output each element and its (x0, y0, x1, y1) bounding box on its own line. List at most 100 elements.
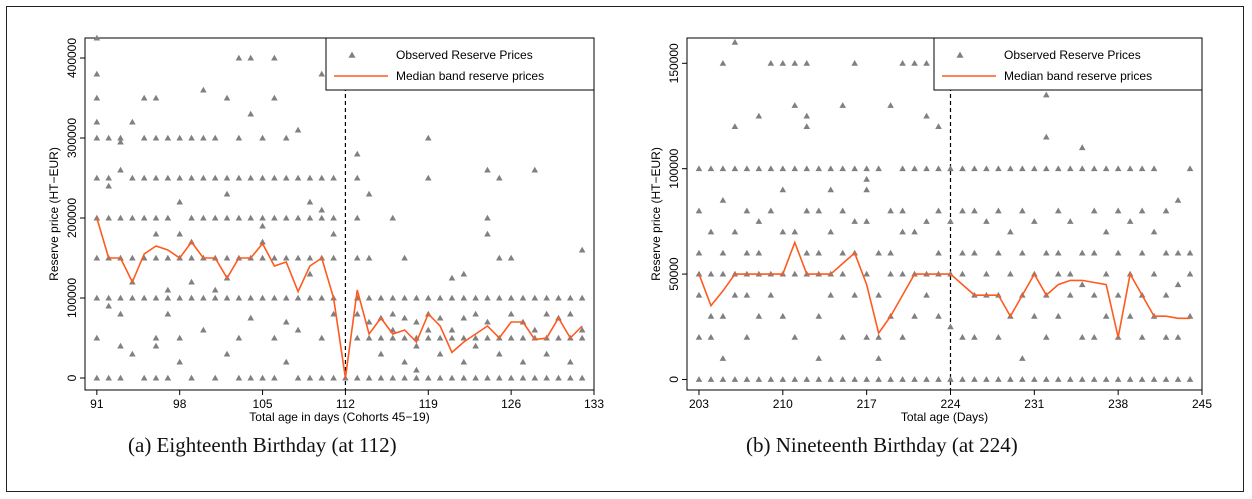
observed-point (839, 165, 846, 172)
observed-point (318, 334, 326, 341)
observed-point (448, 294, 456, 301)
observed-point (543, 350, 550, 357)
observed-point (164, 374, 172, 381)
observed-point (827, 186, 835, 193)
observed-point (839, 334, 846, 340)
observed-point (140, 374, 148, 381)
observed-point (235, 214, 243, 221)
observed-point (235, 374, 243, 381)
observed-point (695, 165, 703, 172)
observed-point (803, 249, 811, 256)
observed-point (152, 94, 160, 101)
observed-point (755, 312, 763, 319)
observed-point (851, 291, 858, 298)
observed-point (815, 355, 823, 361)
observed-point (507, 254, 515, 261)
observed-point (1174, 281, 1182, 288)
observed-point (259, 374, 266, 381)
observed-point (1174, 196, 1182, 203)
observed-point (695, 249, 703, 256)
observed-point (971, 249, 978, 256)
observed-point (389, 374, 397, 381)
observed-point (152, 334, 160, 341)
observed-point (1162, 291, 1170, 298)
observed-point (1054, 376, 1062, 382)
observed-point (448, 326, 456, 333)
observed-point (1031, 312, 1038, 319)
observed-point (1090, 334, 1098, 340)
legend-entry-median: Median band reserve prices (396, 69, 544, 83)
observed-point (1150, 270, 1158, 277)
observed-point (863, 175, 870, 182)
observed-point (413, 342, 420, 349)
observed-point (1090, 165, 1098, 172)
y-tick-label: 0 (65, 374, 79, 381)
observed-point (93, 34, 101, 41)
observed-point (1054, 165, 1062, 172)
observed-point (129, 350, 136, 357)
observed-point (389, 310, 397, 317)
observed-point (995, 165, 1002, 172)
observed-point (971, 334, 978, 340)
observed-point (401, 294, 408, 301)
observed-point (959, 334, 966, 340)
observed-point (152, 294, 160, 301)
observed-point (959, 207, 966, 214)
observed-point (294, 214, 302, 221)
observed-point (413, 294, 420, 301)
observed-point (223, 214, 231, 221)
observed-point (472, 342, 479, 349)
observed-point (294, 254, 302, 261)
observed-point (188, 254, 195, 261)
observed-point (1102, 376, 1110, 382)
observed-point (543, 374, 550, 381)
observed-point (164, 134, 172, 141)
observed-point (1019, 165, 1026, 172)
observed-point (827, 228, 835, 235)
observed-point (935, 249, 942, 256)
observed-point (1078, 165, 1086, 172)
observed-point (839, 270, 846, 277)
observed-point (282, 318, 290, 325)
observed-point (1102, 165, 1110, 172)
observed-point (531, 166, 539, 173)
observed-point (707, 228, 715, 235)
observed-point (200, 174, 207, 181)
observed-point (200, 214, 207, 221)
observed-point (93, 70, 101, 77)
legend-entry-observed: Observed Reserve Prices (396, 48, 533, 62)
observed-point (1031, 376, 1038, 382)
observed-point (460, 334, 468, 341)
observed-point (1090, 376, 1098, 382)
observed-point (1126, 218, 1134, 224)
observed-point (519, 374, 527, 381)
observed-point (330, 230, 337, 237)
observed-point (567, 374, 574, 381)
observed-point (93, 174, 101, 181)
observed-point (460, 314, 468, 321)
observed-point (1090, 249, 1098, 256)
y-tick-label: 400000 (65, 38, 79, 78)
observed-point (935, 207, 942, 214)
observed-point (731, 376, 739, 382)
observed-point (413, 366, 420, 373)
observed-point (1186, 270, 1194, 277)
observed-point (353, 174, 361, 181)
observed-point (1186, 249, 1194, 256)
observed-point (188, 214, 195, 221)
observed-point (959, 249, 966, 256)
observed-point (1078, 281, 1086, 288)
observed-point (743, 291, 751, 298)
observed-point (767, 376, 775, 382)
observed-point (1138, 334, 1146, 340)
observed-point (259, 134, 266, 141)
observed-point (105, 134, 112, 141)
observed-point (448, 334, 456, 341)
observed-point (448, 374, 456, 381)
observed-point (164, 254, 172, 261)
observed-point (200, 86, 207, 93)
observed-point (731, 291, 739, 298)
observed-point (1186, 165, 1194, 172)
observed-point (519, 358, 527, 365)
observed-point (176, 358, 183, 365)
